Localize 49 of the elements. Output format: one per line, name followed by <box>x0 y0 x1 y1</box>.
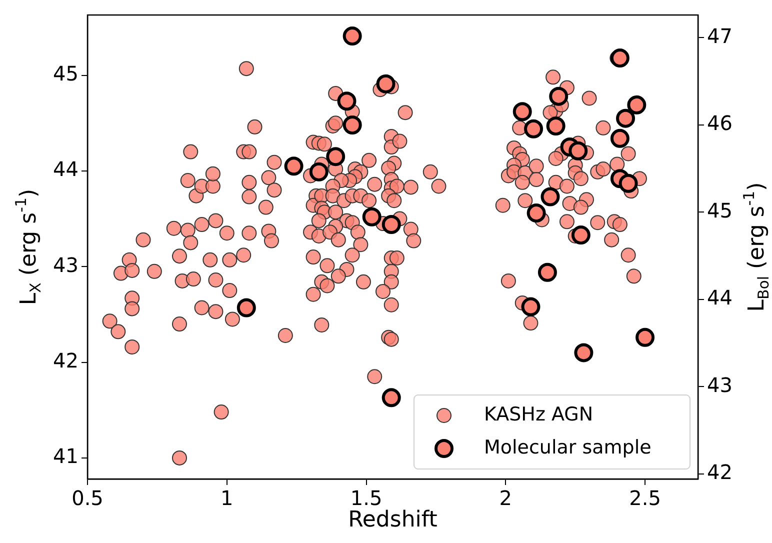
point <box>610 48 630 68</box>
point <box>526 204 546 223</box>
y2-tick-label: 47 <box>707 24 732 48</box>
legend-label: Molecular sample <box>484 436 652 458</box>
x-tick-label: 2 <box>499 486 512 510</box>
point <box>326 147 346 166</box>
y-tick-label: 44 <box>53 157 78 182</box>
x-tick-label: 1.5 <box>350 486 382 510</box>
point <box>568 141 588 160</box>
y2-axis-title: LBol (erg s-1) <box>740 182 772 312</box>
point <box>309 162 328 182</box>
y2-tick-label: 43 <box>707 372 732 397</box>
y2-tick-label: 46 <box>707 111 732 136</box>
x-tick-label: 0.5 <box>72 486 104 510</box>
point <box>236 298 256 318</box>
point <box>616 108 636 128</box>
point <box>574 343 594 362</box>
y-tick-label: 43 <box>53 252 78 277</box>
y2-tick-label: 42 <box>707 460 732 484</box>
point <box>627 95 646 114</box>
point <box>538 262 557 282</box>
y-axis-title: LX (erg s-1) <box>12 188 44 306</box>
point <box>546 116 566 136</box>
point <box>540 187 560 206</box>
point <box>521 297 540 316</box>
legend-label: KASHz AGN <box>484 403 594 426</box>
point <box>382 215 401 234</box>
x-tick-label: 2.5 <box>629 486 661 510</box>
y-tick-label: 41 <box>53 444 78 468</box>
y2-tick-label: 44 <box>707 286 732 310</box>
point <box>549 86 568 106</box>
point <box>571 226 590 245</box>
point <box>610 128 630 148</box>
point <box>382 388 401 408</box>
point <box>618 174 638 193</box>
point <box>524 119 544 138</box>
point <box>342 26 362 46</box>
y-tick-label: 45 <box>53 61 78 86</box>
y-tick-label: 42 <box>53 348 78 372</box>
point <box>337 92 356 111</box>
point <box>512 102 532 122</box>
point <box>284 156 304 176</box>
x-axis-title: Redshift <box>348 508 438 533</box>
point <box>376 74 396 94</box>
point <box>636 328 655 347</box>
point <box>342 116 362 135</box>
y2-tick-label: 45 <box>707 198 732 222</box>
point <box>362 207 382 226</box>
x-tick-label: 1 <box>220 486 234 510</box>
